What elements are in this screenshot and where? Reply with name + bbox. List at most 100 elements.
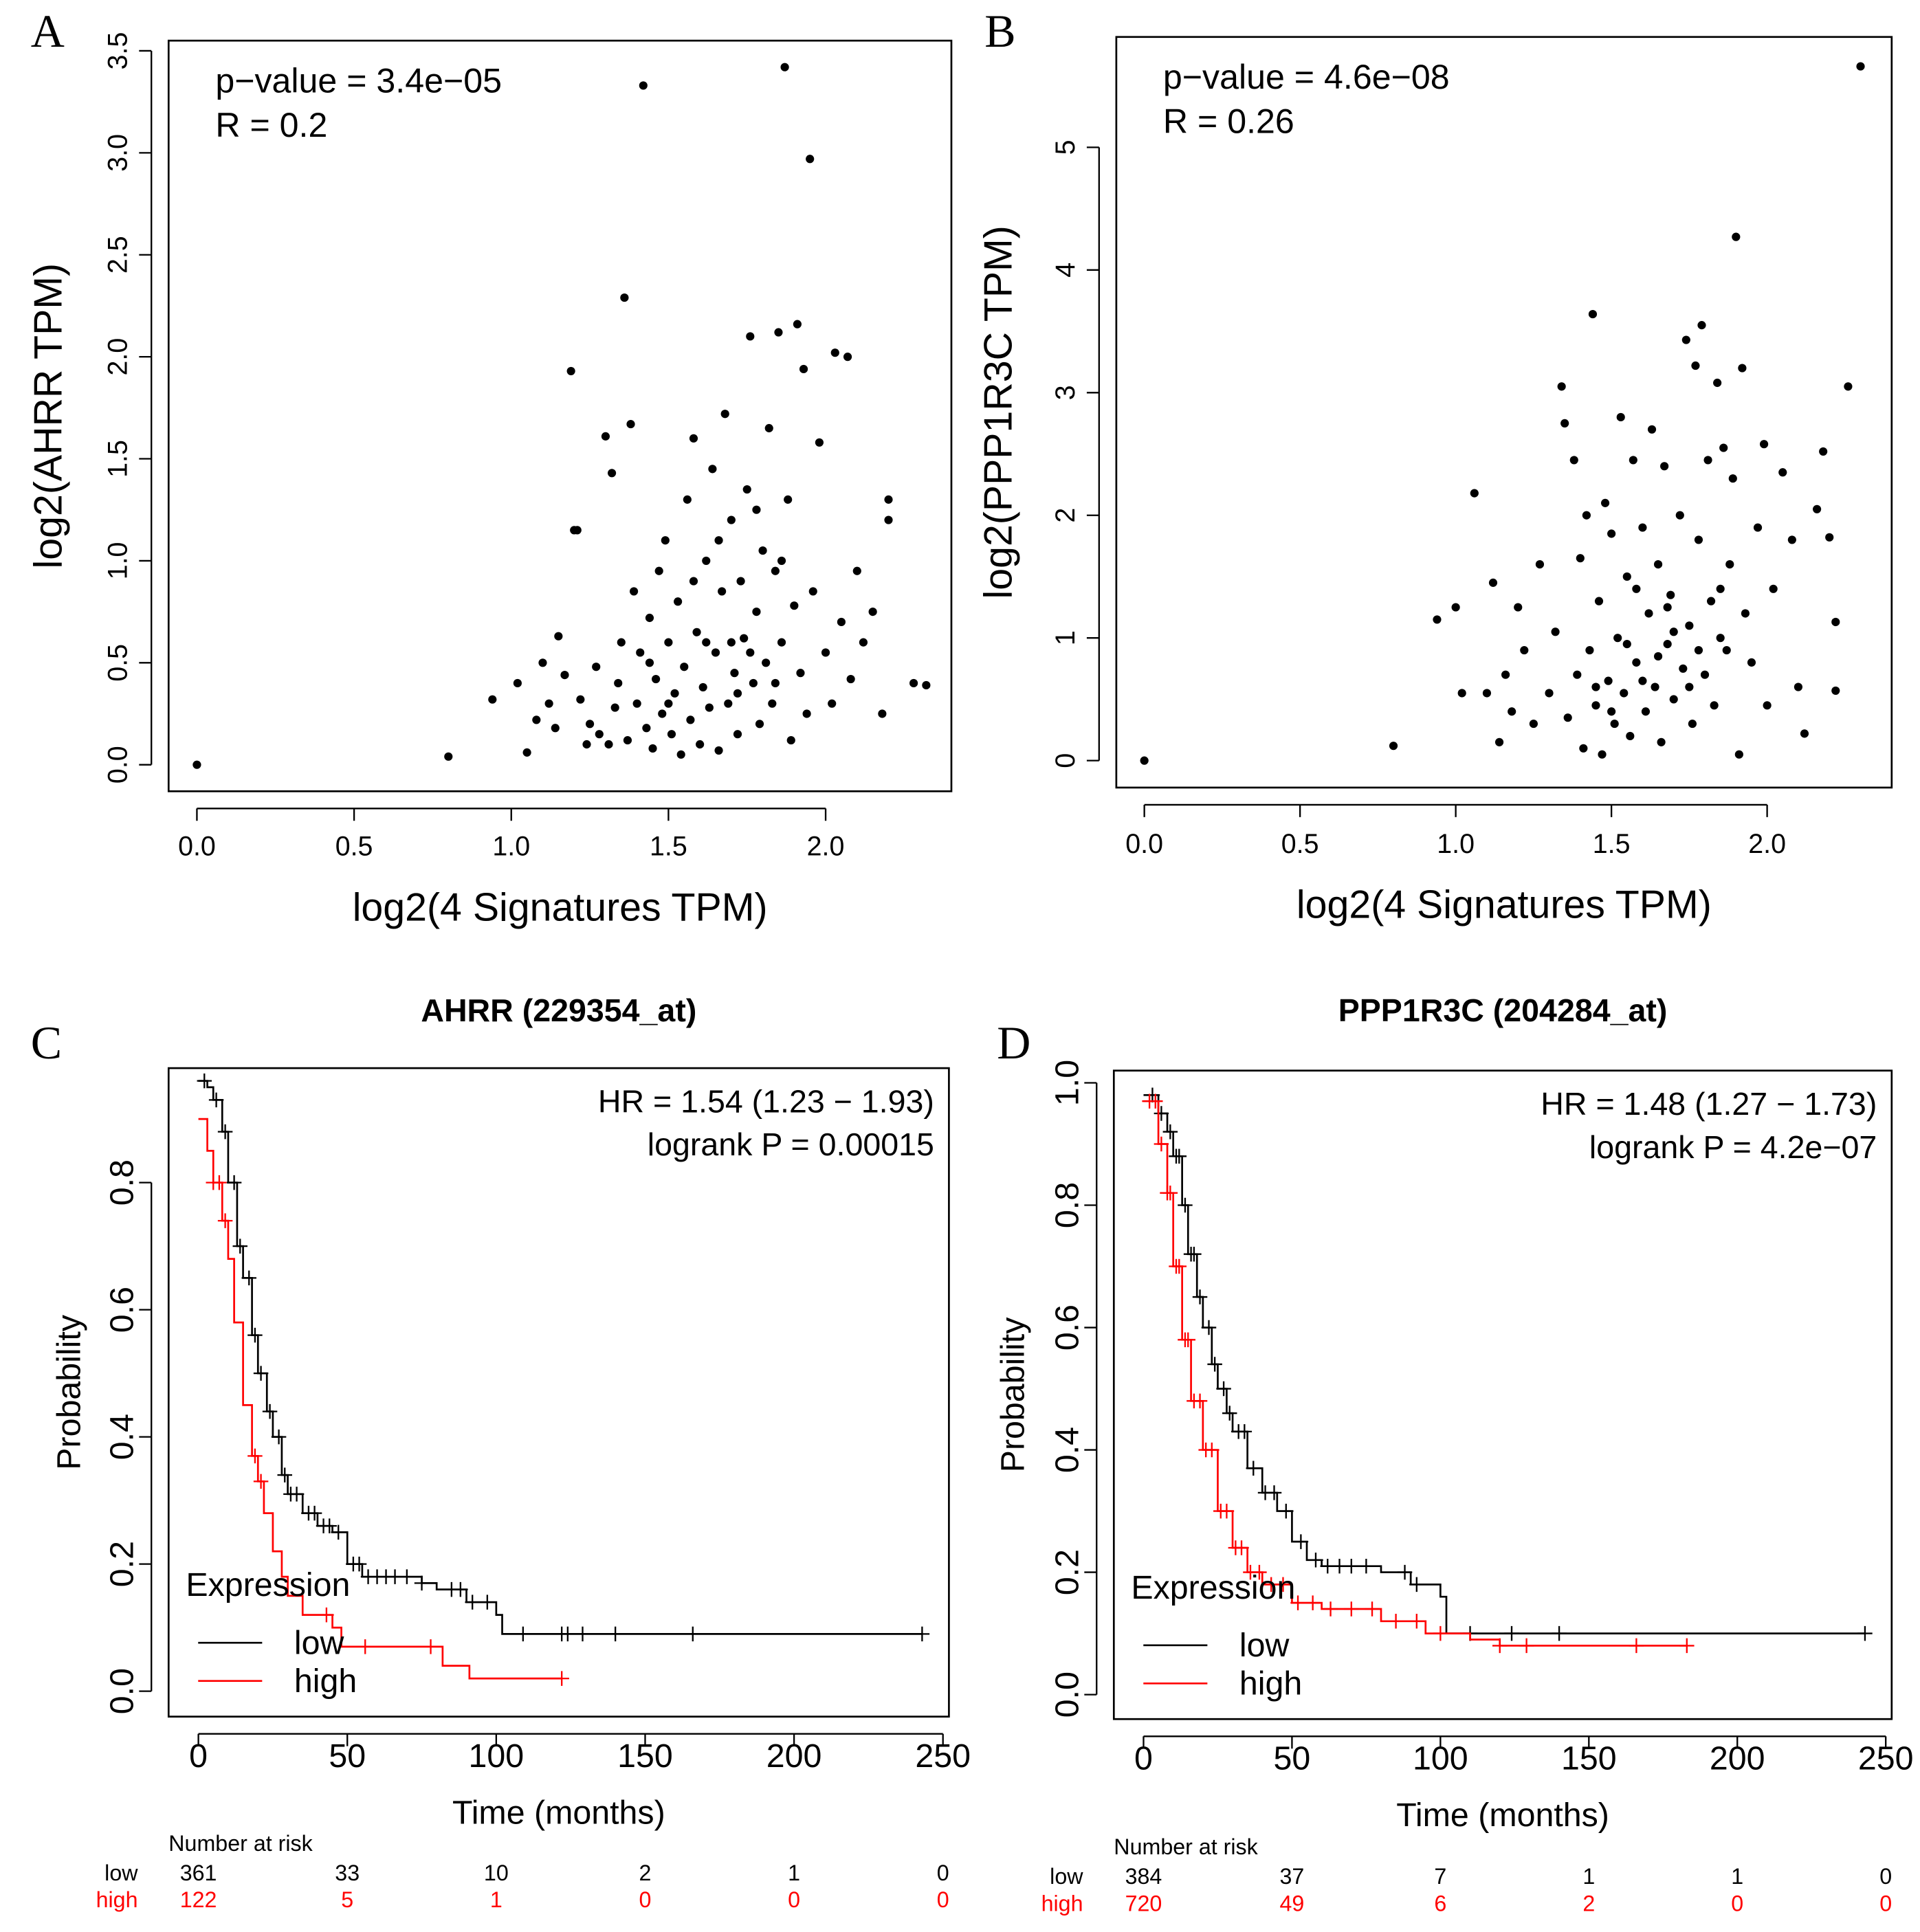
risk-value-low: 1: [1582, 1864, 1595, 1889]
censor-mark-low: [1171, 1148, 1187, 1164]
y-tick-label: 0.6: [1048, 1304, 1085, 1351]
risk-value-low: 384: [1125, 1864, 1162, 1889]
data-point: [1800, 729, 1809, 738]
risk-value-low: 361: [180, 1861, 217, 1885]
x-tick-label: 150: [1561, 1740, 1617, 1777]
data-point: [664, 699, 673, 708]
censor-mark-high: [1148, 1093, 1163, 1109]
data-point: [1653, 560, 1663, 569]
risk-value-low: 0: [1879, 1864, 1892, 1889]
data-point: [1520, 645, 1529, 655]
x-tick-label: 0.5: [1281, 829, 1319, 859]
data-point: [922, 680, 931, 690]
censor-mark-low: [1857, 1625, 1873, 1641]
data-point: [1501, 670, 1510, 679]
data-point: [1703, 456, 1712, 465]
data-point: [1753, 523, 1763, 532]
censor-mark-low: [1237, 1424, 1253, 1439]
data-point: [554, 632, 563, 641]
risk-value-low: 10: [484, 1861, 509, 1885]
data-point: [1728, 474, 1737, 483]
data-point: [752, 505, 761, 514]
data-point: [1573, 670, 1582, 679]
data-point: [777, 638, 786, 647]
data-point: [733, 730, 742, 739]
data-point: [843, 353, 852, 362]
data-point: [1688, 720, 1697, 729]
x-tick-label: 100: [469, 1737, 525, 1775]
data-point: [1831, 686, 1840, 696]
data-point: [636, 648, 645, 657]
p-value-annotation: p−value = 3.4e−05: [215, 61, 502, 100]
data-point: [1719, 443, 1728, 452]
censor-mark-high: [423, 1639, 439, 1654]
y-tick-label: 3.0: [102, 134, 133, 172]
panel-b: 0.0 0.5 1.0 1.5 2.0 0 1 2 3 4 5 log2(4 Signatures T…: [977, 36, 1893, 927]
risk-value-high: 122: [180, 1887, 217, 1912]
risk-value-low: 33: [335, 1861, 360, 1885]
data-point: [1707, 597, 1716, 606]
x-tick-label: 100: [1413, 1740, 1468, 1777]
censor-mark-high: [1192, 1393, 1208, 1409]
data-point: [614, 678, 623, 688]
data-point: [1663, 640, 1672, 649]
censor-mark-low: [322, 1518, 337, 1533]
data-point: [1694, 535, 1703, 544]
data-point: [1679, 664, 1688, 673]
data-point: [1660, 462, 1669, 471]
data-point: [1653, 652, 1663, 661]
data-point: [1825, 533, 1834, 542]
data-point: [601, 432, 610, 441]
data-point: [1644, 609, 1653, 618]
legend-label-low: low: [1239, 1627, 1290, 1664]
censor-mark-high: [1323, 1601, 1338, 1617]
data-point: [909, 678, 918, 688]
censor-mark-low: [1207, 1357, 1222, 1372]
data-point: [1787, 535, 1796, 544]
censor-mark-high: [1629, 1638, 1644, 1654]
data-point: [1794, 682, 1803, 691]
censor-mark-high: [1162, 1185, 1178, 1201]
y-axis-label: Probability: [995, 1317, 1032, 1472]
data-point: [720, 410, 729, 419]
data-point: [1494, 737, 1504, 746]
y-axis-label: log2(PPP1R3C TPM): [977, 225, 1021, 599]
y-tick-label: 1.0: [1048, 1060, 1085, 1106]
data-point: [560, 671, 569, 680]
risk-value-high: 49: [1280, 1891, 1305, 1916]
data-point: [1626, 731, 1635, 741]
risk-value-high: 0: [1731, 1891, 1743, 1916]
survival-curve-high: [1143, 1100, 1687, 1647]
data-point: [1551, 628, 1560, 636]
data-point: [1588, 309, 1598, 319]
data-point: [714, 536, 723, 545]
y-tick-label: 2: [1050, 508, 1081, 523]
censor-mark-low: [516, 1626, 531, 1642]
y-tick-label: 0.5: [102, 644, 133, 682]
censor-mark-low: [1246, 1461, 1261, 1476]
censor-mark-high: [1365, 1601, 1380, 1617]
survival-curve-low: [198, 1080, 923, 1635]
censor-mark-low: [1178, 1197, 1193, 1213]
y-tick-label: 0.8: [103, 1159, 140, 1206]
data-point: [852, 566, 861, 575]
data-point: [1651, 682, 1659, 691]
y-axis-label: Probability: [50, 1314, 87, 1469]
data-point: [698, 682, 707, 691]
data-point: [1616, 412, 1625, 422]
data-point: [828, 699, 837, 708]
data-point: [1741, 609, 1750, 618]
data-point: [1582, 511, 1591, 520]
data-point: [696, 740, 705, 749]
y-tick-label: 1.5: [102, 440, 133, 478]
data-point: [771, 678, 780, 688]
hazard-ratio-annotation: HR = 1.48 (1.27 − 1.73): [1541, 1086, 1877, 1122]
r-annotation: R = 0.26: [1163, 102, 1294, 140]
risk-value-low: 37: [1280, 1864, 1305, 1889]
censor-mark-low: [465, 1595, 480, 1610]
censor-mark-low: [1308, 1553, 1323, 1568]
x-tick-label: 1.5: [650, 831, 687, 861]
data-point: [670, 689, 679, 698]
censor-mark-low: [208, 1092, 224, 1108]
